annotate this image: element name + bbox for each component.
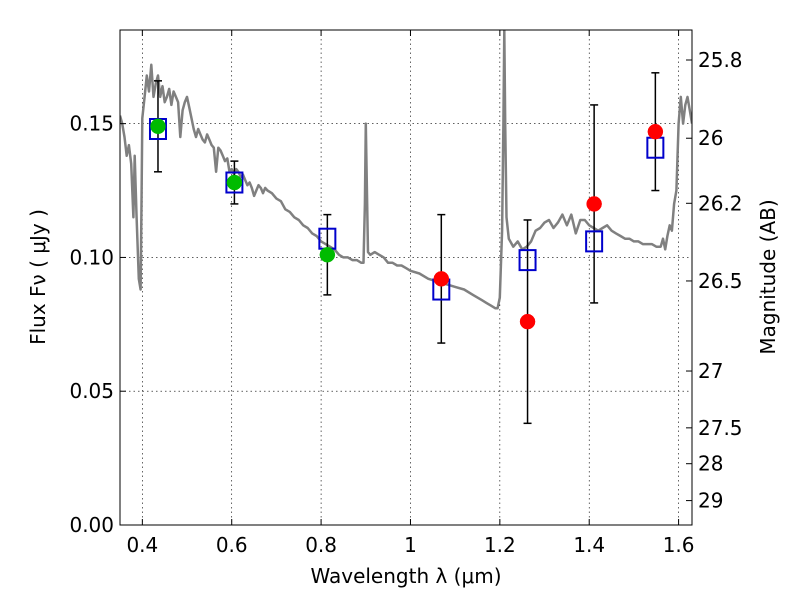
y-tick-label: 0.15 (69, 112, 114, 136)
green-point (319, 247, 336, 263)
mag-tick-label: 27.5 (698, 416, 743, 440)
x-tick-label: 0.4 (126, 533, 158, 557)
red-point (586, 196, 602, 212)
red-point (519, 313, 536, 330)
green-point (226, 174, 243, 191)
mag-tick-label: 26.2 (698, 191, 743, 215)
y-tick-label: 0.10 (69, 245, 114, 269)
x-tick-label: 0.8 (305, 533, 337, 557)
model-square (585, 230, 604, 253)
tick-labels: 0.4 0.6 0.8 1 1.2 1.4 1.6 0.00 0.05 0.10 0.15 25.8 2… (69, 48, 742, 557)
x-tick-label: 1.2 (484, 533, 516, 557)
mag-tick-label: 28 (698, 452, 723, 476)
y-axis-label: Flux Fν ( μJy ) (26, 209, 50, 345)
red-point (647, 123, 664, 140)
y-tick-label: 0.05 (69, 379, 114, 403)
mag-tick-label: 26 (698, 126, 723, 150)
red-point (433, 271, 450, 287)
y2-axis-label: Magnitude (AB) (756, 199, 780, 354)
plot-area (120, 30, 692, 425)
mag-tick-label: 29 (698, 489, 723, 513)
x-tick-label: 1 (404, 533, 417, 557)
y-tick-label: 0.00 (69, 513, 114, 537)
x-tick-label: 0.6 (216, 533, 248, 557)
x-axis-label: Wavelength λ (μm) (310, 564, 501, 588)
green-point (150, 118, 166, 135)
ticks (120, 30, 692, 526)
mag-tick-label: 26.5 (698, 269, 743, 293)
model-square (518, 249, 537, 272)
mag-tick-label: 25.8 (698, 48, 743, 72)
mag-tick-label: 27 (698, 359, 723, 383)
spectrum-line (120, 30, 692, 310)
plot-frame (119, 29, 693, 526)
x-tick-label: 1.4 (573, 533, 605, 557)
model-square (225, 171, 244, 194)
x-tick-label: 1.6 (663, 533, 695, 557)
